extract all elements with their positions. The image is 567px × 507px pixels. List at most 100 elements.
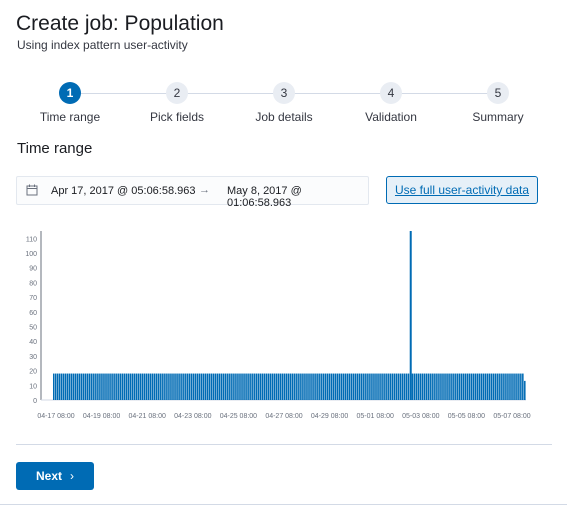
chart-bar [185, 373, 187, 400]
chart-bar [183, 373, 185, 400]
chart-bar [470, 373, 473, 400]
chart-bar [409, 231, 412, 400]
use-full-data-button[interactable]: Use full user-activity data [386, 176, 538, 204]
chart-bar [177, 373, 179, 400]
chart-bar [273, 373, 276, 400]
chart-bar [261, 373, 264, 400]
chart-bar [309, 373, 311, 400]
chart-bar [281, 373, 284, 400]
chart-bar [486, 373, 489, 400]
chart-bar [62, 373, 65, 400]
chart-bar [143, 373, 146, 400]
chart-bar [110, 373, 112, 400]
chart-bar [374, 373, 376, 400]
chart-bar [492, 373, 495, 400]
chart-bar [423, 373, 426, 400]
chart-bar [293, 373, 295, 400]
chart-bar [230, 373, 232, 400]
chart-bar [338, 373, 341, 400]
chart-bar [315, 373, 317, 400]
y-tick-label: 110 [26, 236, 37, 243]
chart-bar [510, 373, 512, 400]
chart-bar [196, 373, 199, 400]
chart-bar [58, 373, 61, 400]
chart-bar [390, 373, 392, 400]
chart-bar [352, 373, 355, 400]
step-time-range[interactable]: 1 Time range [20, 82, 120, 124]
chart-bar [415, 373, 418, 400]
chart-bar [240, 373, 242, 400]
step-pick-fields[interactable]: 2 Pick fields [127, 82, 227, 124]
step-job-details[interactable]: 3 Job details [234, 82, 334, 124]
y-tick-label: 20 [29, 369, 37, 376]
chart-bar [506, 373, 508, 400]
chart-bar [139, 373, 142, 400]
y-tick-label: 90 [29, 266, 37, 273]
chart-bar [500, 373, 502, 400]
chart-bar [319, 373, 321, 400]
chart-bar [190, 373, 193, 400]
chart-bar [133, 373, 136, 400]
chart-bar [460, 373, 463, 400]
chart-bar [167, 373, 169, 400]
chart-bar [441, 373, 443, 400]
step-summary[interactable]: 5 Summary [448, 82, 548, 124]
chart-bar [96, 373, 98, 400]
chart-bar [275, 373, 278, 400]
y-tick-label: 0 [33, 398, 37, 405]
x-tick-label: 05-01 08:00 [357, 413, 394, 420]
chart-bar [246, 373, 248, 400]
chart-bar [301, 373, 303, 400]
chart-bar [102, 373, 104, 400]
chart-bar [311, 373, 313, 400]
step-validation[interactable]: 4 Validation [341, 82, 441, 124]
chart-bar [181, 373, 183, 400]
chart-bar [198, 373, 201, 400]
x-tick-label: 04-27 08:00 [265, 413, 302, 420]
chart-bar [72, 373, 75, 400]
chart-bar [518, 373, 520, 400]
chart-bar [520, 373, 522, 400]
chart-bar [70, 373, 73, 400]
next-button[interactable]: Next › [16, 462, 94, 490]
chart-bar [257, 373, 260, 400]
chart-bar [66, 373, 69, 400]
start-date-button[interactable]: Apr 17, 2017 @ 05:06:58.963 [51, 185, 196, 197]
chart-bar [411, 373, 414, 400]
chart-bar [161, 373, 163, 400]
chart-bar [336, 373, 339, 400]
chart-bar [131, 373, 134, 400]
step-2-label: Pick fields [149, 110, 205, 124]
chart-bar [84, 373, 87, 400]
chart-bar [135, 373, 138, 400]
chart-bar [498, 373, 500, 400]
chart-bar [380, 373, 382, 400]
chart-bar [114, 373, 116, 400]
date-range-picker[interactable]: Apr 17, 2017 @ 05:06:58.963 → May 8, 201… [16, 176, 369, 209]
chart-bar [376, 373, 378, 400]
chart-bar [401, 373, 404, 400]
chart-bar [480, 373, 483, 400]
chart-bar [254, 373, 256, 400]
step-5-label: Summary [472, 110, 524, 124]
chart-bar [313, 373, 315, 400]
chart-bar [384, 373, 386, 400]
chart-bar [151, 373, 154, 400]
chart-bar [171, 373, 173, 400]
chart-bar [244, 373, 246, 400]
chart-bar [259, 373, 262, 400]
end-date-button[interactable]: May 8, 2017 @ 01:06:58.963 [227, 185, 302, 209]
chart-bar [484, 373, 487, 400]
chart-bar [332, 373, 335, 400]
chart-bar [388, 373, 390, 400]
chart-bar [252, 373, 254, 400]
chart-bar [421, 373, 424, 400]
chart-bar [354, 373, 357, 400]
chart-bar [116, 373, 118, 400]
chart-bar [431, 373, 433, 400]
chart-bar [202, 373, 205, 400]
chart-bar [248, 373, 250, 400]
x-tick-label: 04-23 08:00 [174, 413, 211, 420]
chart-bar [482, 373, 485, 400]
chart-bar [283, 373, 286, 400]
